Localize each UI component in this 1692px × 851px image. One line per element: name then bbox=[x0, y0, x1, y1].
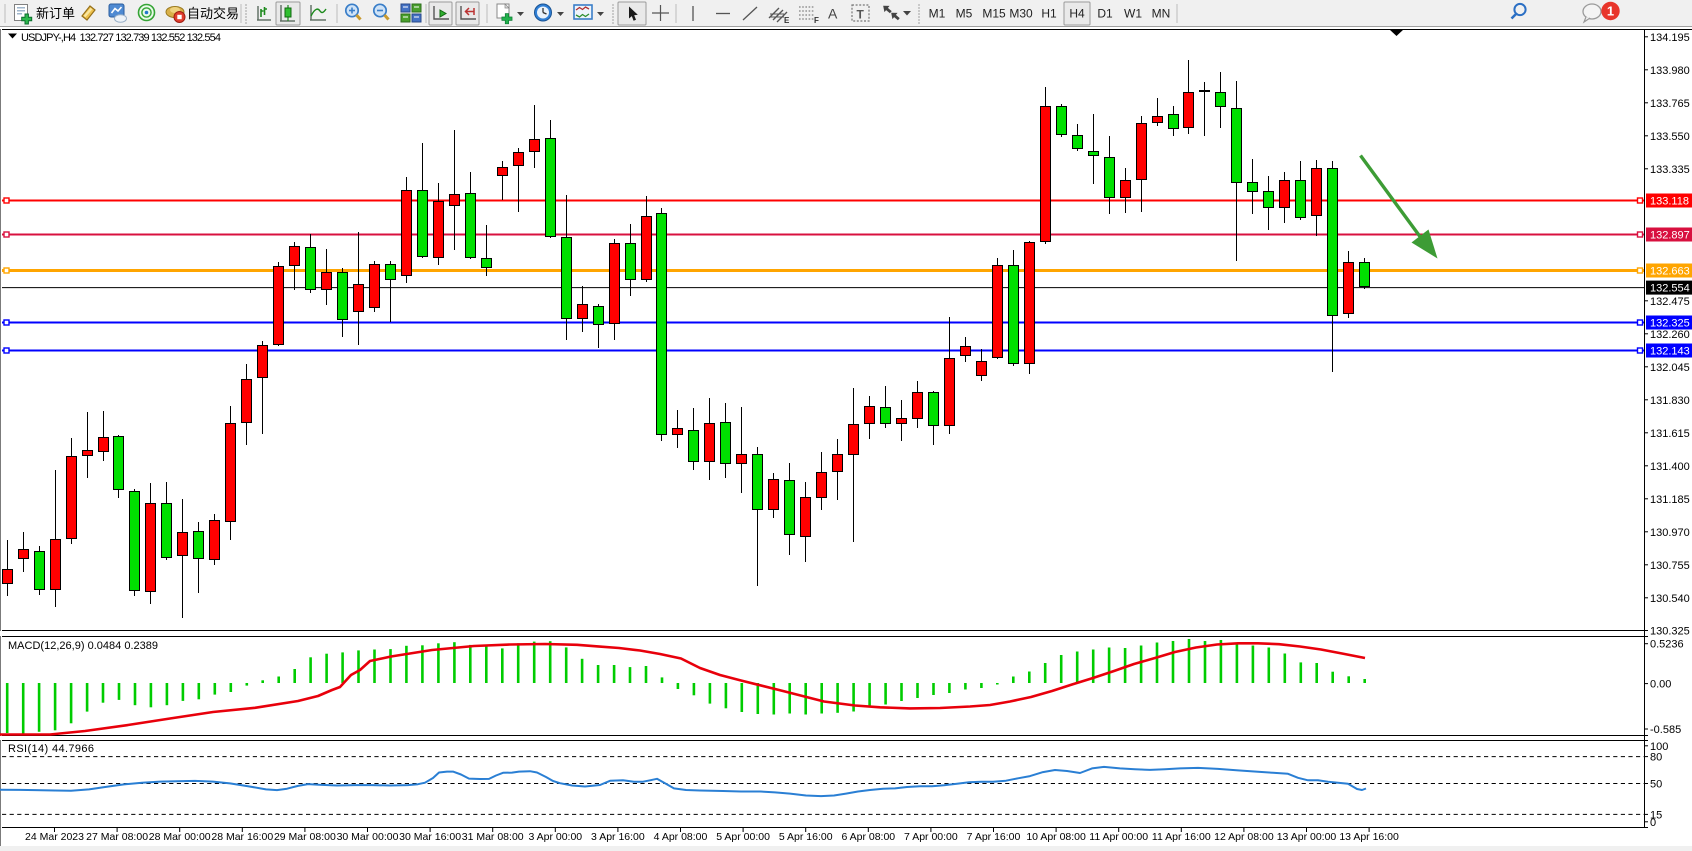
svg-text:30 Mar 00:00: 30 Mar 00:00 bbox=[337, 831, 399, 843]
svg-text:MN: MN bbox=[1152, 7, 1171, 21]
svg-text:W1: W1 bbox=[1124, 7, 1142, 21]
svg-text:7 Apr 00:00: 7 Apr 00:00 bbox=[904, 831, 958, 843]
svg-text:132.897: 132.897 bbox=[1650, 230, 1690, 242]
svg-text:10 Apr 08:00: 10 Apr 08:00 bbox=[1026, 831, 1086, 843]
svg-text:132.045: 132.045 bbox=[1650, 362, 1690, 374]
svg-text:100: 100 bbox=[1650, 741, 1668, 753]
svg-text:132.260: 132.260 bbox=[1650, 329, 1690, 341]
svg-text:27 Mar 08:00: 27 Mar 08:00 bbox=[86, 831, 148, 843]
svg-text:13 Apr 16:00: 13 Apr 16:00 bbox=[1339, 831, 1399, 843]
svg-text:133.118: 133.118 bbox=[1650, 196, 1689, 208]
svg-text:T: T bbox=[857, 8, 865, 22]
svg-text:132.475: 132.475 bbox=[1650, 296, 1690, 308]
svg-text:0: 0 bbox=[1650, 817, 1656, 829]
svg-text:29 Mar 08:00: 29 Mar 08:00 bbox=[274, 831, 336, 843]
svg-text:MACD(12,26,9) 0.0484 0.2389: MACD(12,26,9) 0.0484 0.2389 bbox=[8, 640, 158, 652]
svg-text:H1: H1 bbox=[1041, 7, 1057, 21]
svg-text:7 Apr 16:00: 7 Apr 16:00 bbox=[967, 831, 1021, 843]
svg-text:M5: M5 bbox=[956, 7, 973, 21]
svg-text:15: 15 bbox=[1650, 809, 1662, 821]
svg-text:4 Apr 08:00: 4 Apr 08:00 bbox=[654, 831, 708, 843]
svg-text:0.5236: 0.5236 bbox=[1650, 639, 1684, 651]
svg-text:132.554: 132.554 bbox=[1650, 283, 1690, 295]
svg-text:30 Mar 16:00: 30 Mar 16:00 bbox=[399, 831, 461, 843]
svg-text:1: 1 bbox=[1607, 4, 1614, 19]
svg-text:0.00: 0.00 bbox=[1650, 679, 1671, 691]
svg-text:RSI(14) 44.7966: RSI(14) 44.7966 bbox=[8, 743, 94, 755]
svg-text:130.325: 130.325 bbox=[1650, 626, 1690, 638]
svg-text:自动交易: 自动交易 bbox=[187, 6, 239, 21]
svg-text:50: 50 bbox=[1650, 779, 1662, 791]
svg-text:133.550: 133.550 bbox=[1650, 131, 1690, 143]
svg-text:USDJPY-,H4 132.727 132.739 13: USDJPY-,H4 132.727 132.739 132.552 132.5… bbox=[21, 32, 221, 44]
svg-text:5 Apr 00:00: 5 Apr 00:00 bbox=[716, 831, 770, 843]
svg-text:31 Mar 08:00: 31 Mar 08:00 bbox=[462, 831, 524, 843]
svg-text:5 Apr 16:00: 5 Apr 16:00 bbox=[779, 831, 833, 843]
svg-text:133.335: 133.335 bbox=[1650, 164, 1690, 176]
svg-text:131.830: 131.830 bbox=[1650, 395, 1690, 407]
svg-text:E: E bbox=[784, 16, 790, 25]
svg-text:M1: M1 bbox=[929, 7, 946, 21]
svg-text:新订单: 新订单 bbox=[36, 6, 75, 21]
svg-text:3 Apr 16:00: 3 Apr 16:00 bbox=[591, 831, 645, 843]
svg-text:133.980: 133.980 bbox=[1650, 65, 1690, 77]
svg-text:6 Apr 08:00: 6 Apr 08:00 bbox=[841, 831, 895, 843]
svg-text:130.970: 130.970 bbox=[1650, 527, 1690, 539]
svg-text:132.663: 132.663 bbox=[1650, 266, 1690, 278]
svg-text:D1: D1 bbox=[1097, 7, 1113, 21]
svg-text:H4: H4 bbox=[1069, 7, 1085, 21]
svg-text:131.615: 131.615 bbox=[1650, 428, 1690, 440]
svg-text:130.540: 130.540 bbox=[1650, 593, 1690, 605]
svg-text:F: F bbox=[814, 16, 819, 25]
svg-text:13 Apr 00:00: 13 Apr 00:00 bbox=[1277, 831, 1337, 843]
svg-text:-0.585: -0.585 bbox=[1650, 724, 1681, 736]
svg-text:M30: M30 bbox=[1009, 7, 1033, 21]
svg-text:80: 80 bbox=[1650, 752, 1662, 764]
svg-text:12 Apr 08:00: 12 Apr 08:00 bbox=[1214, 831, 1274, 843]
svg-text:131.400: 131.400 bbox=[1650, 461, 1690, 473]
svg-text:11 Apr 16:00: 11 Apr 16:00 bbox=[1152, 831, 1211, 843]
svg-text:132.325: 132.325 bbox=[1650, 318, 1690, 330]
svg-text:28 Mar 16:00: 28 Mar 16:00 bbox=[211, 831, 273, 843]
svg-text:3 Apr 00:00: 3 Apr 00:00 bbox=[528, 831, 582, 843]
svg-text:133.765: 133.765 bbox=[1650, 98, 1690, 110]
svg-text:28 Mar 00:00: 28 Mar 00:00 bbox=[149, 831, 211, 843]
svg-text:134.195: 134.195 bbox=[1650, 32, 1690, 44]
svg-text:132.143: 132.143 bbox=[1650, 346, 1690, 358]
svg-text:130.755: 130.755 bbox=[1650, 560, 1690, 572]
svg-text:11 Apr 00:00: 11 Apr 00:00 bbox=[1089, 831, 1148, 843]
svg-text:M15: M15 bbox=[982, 7, 1006, 21]
svg-text:24 Mar 2023: 24 Mar 2023 bbox=[25, 831, 84, 843]
svg-text:131.185: 131.185 bbox=[1650, 494, 1690, 506]
svg-text:A: A bbox=[828, 6, 838, 22]
